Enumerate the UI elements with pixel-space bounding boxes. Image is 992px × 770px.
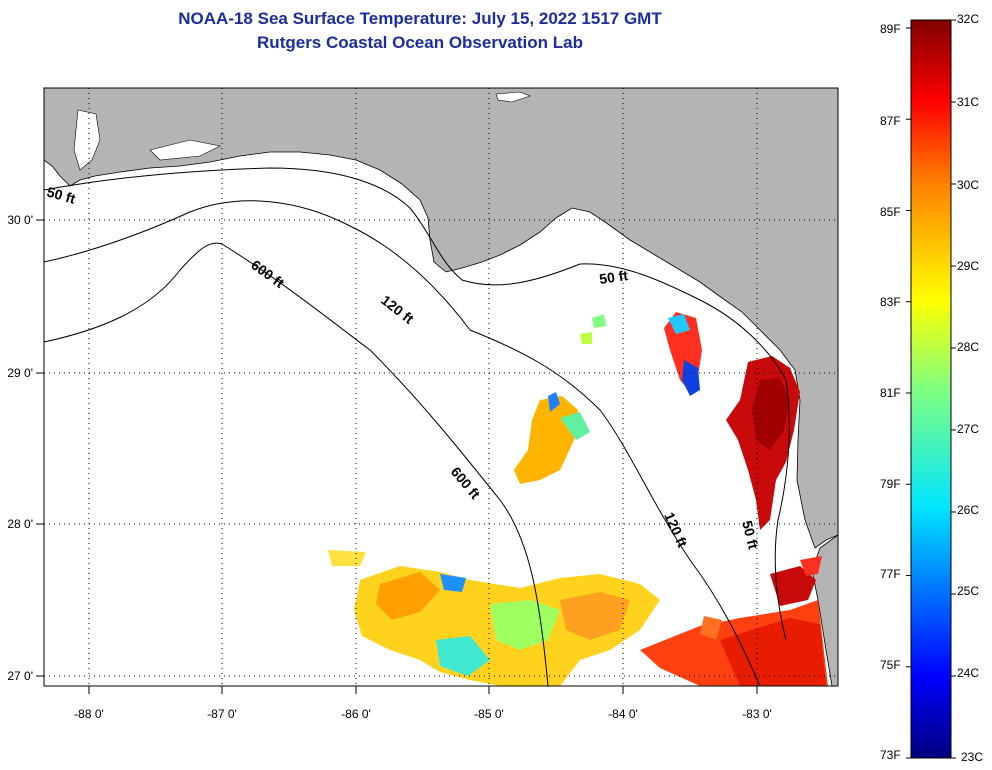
cbar-f-73: 73F: [880, 748, 901, 762]
mobile-bay: [73, 109, 101, 171]
lon-label-87: -87 0': [207, 707, 237, 721]
lat-label-30: 30 0': [7, 213, 33, 227]
cbar-f-83: 83F: [880, 295, 901, 309]
cbar-c-25: 25C: [957, 584, 980, 598]
cbar-c-30: 30C: [957, 178, 980, 192]
land-peninsula-south: [811, 534, 838, 686]
cbar-f-89: 89F: [880, 22, 901, 36]
cbar-c-28: 28C: [957, 340, 980, 354]
map-title: NOAA-18 Sea Surface Temperature: July 15…: [178, 9, 662, 28]
inland-lake: [495, 91, 531, 103]
cbar-c-32: 32C: [957, 12, 980, 26]
depth-label-50ft-east: 50 ft: [598, 267, 629, 287]
map-subtitle: Rutgers Coastal Ocean Observation Lab: [257, 33, 583, 52]
lat-label-28: 28 0': [7, 517, 33, 531]
cbar-f-77: 77F: [880, 567, 901, 581]
cbar-f-87: 87F: [880, 114, 901, 128]
contour-50ft-south: [774, 379, 790, 641]
cbar-f-85: 85F: [880, 205, 901, 219]
cbar-c-29: 29C: [957, 259, 980, 273]
cbar-c-26: 26C: [957, 503, 980, 517]
pensacola-bay: [149, 139, 221, 161]
contour-50ft: [44, 167, 787, 381]
map-frame: [43, 87, 839, 687]
cbar-f-75: 75F: [880, 658, 901, 672]
lat-label-29: 29 0': [7, 366, 33, 380]
lon-label-85: -85 0': [474, 707, 504, 721]
lon-label-86: -86 0': [341, 707, 371, 721]
lat-label-27: 27 0': [7, 669, 33, 683]
sst-patches: [328, 312, 828, 686]
cbar-f-79: 79F: [880, 477, 901, 491]
cbar-f-81: 81F: [880, 386, 901, 400]
lon-label-88: -88 0': [74, 707, 104, 721]
colorbar: [910, 19, 952, 759]
contour-600ft: [44, 242, 549, 686]
contour-120ft: [44, 200, 761, 686]
depth-label-50ft-west: 50 ft: [45, 184, 77, 207]
cbar-c-31: 31C: [957, 95, 980, 109]
cbar-c-27: 27C: [957, 422, 980, 436]
lon-label-83: -83 0': [742, 707, 772, 721]
depth-label-50ft-south: 50 ft: [739, 519, 762, 551]
lon-label-84: -84 0': [608, 707, 638, 721]
cbar-c-23: 23C: [961, 750, 984, 764]
cbar-c-24: 24C: [957, 666, 980, 680]
